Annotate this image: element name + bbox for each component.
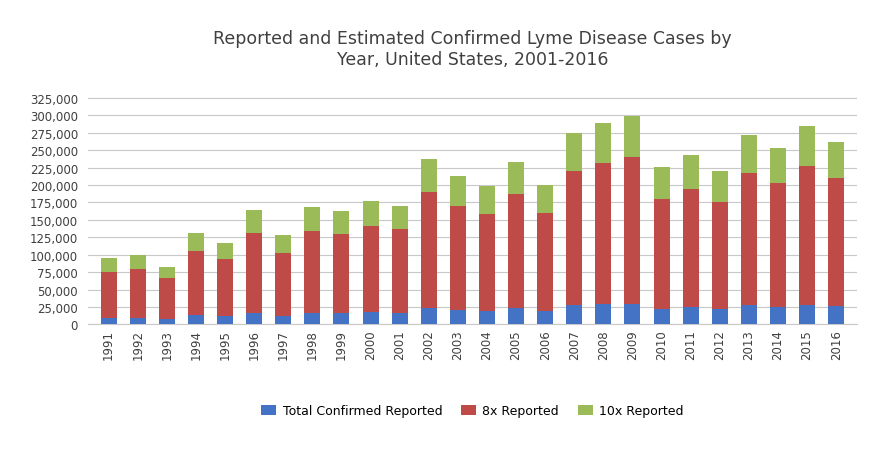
Bar	[188, 252, 204, 316]
Bar	[595, 164, 611, 304]
Bar	[508, 162, 524, 195]
Bar	[275, 316, 291, 325]
Bar	[712, 309, 728, 325]
Bar	[130, 318, 146, 325]
Bar	[537, 311, 553, 325]
Bar	[363, 226, 379, 313]
Bar	[159, 279, 175, 319]
Bar	[653, 168, 669, 199]
Bar	[246, 313, 262, 325]
Bar	[246, 233, 262, 313]
Bar	[712, 202, 728, 309]
Bar	[449, 310, 466, 325]
Bar	[799, 305, 815, 325]
Bar	[479, 215, 495, 311]
Bar	[305, 231, 321, 313]
Bar	[566, 306, 582, 325]
Bar	[130, 256, 146, 270]
Bar	[566, 172, 582, 306]
Bar	[159, 267, 175, 279]
Bar	[246, 210, 262, 233]
Bar	[421, 159, 437, 193]
Bar	[508, 308, 524, 325]
Bar	[101, 259, 117, 272]
Bar	[363, 201, 379, 226]
Bar	[683, 189, 698, 308]
Bar	[799, 166, 815, 305]
Bar	[275, 235, 291, 253]
Bar	[188, 234, 204, 252]
Bar	[741, 306, 757, 325]
Legend: Total Confirmed Reported, 8x Reported, 10x Reported: Total Confirmed Reported, 8x Reported, 1…	[256, 399, 689, 422]
Bar	[449, 206, 466, 310]
Bar	[624, 116, 640, 158]
Bar	[595, 304, 611, 325]
Bar	[421, 193, 437, 308]
Bar	[828, 307, 844, 325]
Bar	[828, 179, 844, 307]
Bar	[392, 230, 408, 313]
Bar	[363, 313, 379, 325]
Bar	[653, 199, 669, 309]
Bar	[683, 155, 698, 189]
Bar	[624, 304, 640, 325]
Bar	[770, 148, 786, 184]
Bar	[217, 260, 233, 317]
Bar	[537, 186, 553, 214]
Bar	[101, 272, 117, 318]
Bar	[508, 195, 524, 308]
Bar	[334, 234, 350, 313]
Bar	[653, 309, 669, 325]
Bar	[624, 158, 640, 304]
Bar	[392, 206, 408, 230]
Bar	[712, 171, 728, 202]
Bar	[421, 308, 437, 325]
Title: Reported and Estimated Confirmed Lyme Disease Cases by
Year, United States, 2001: Reported and Estimated Confirmed Lyme Di…	[213, 30, 732, 69]
Bar	[305, 313, 321, 325]
Bar	[305, 208, 321, 231]
Bar	[683, 308, 698, 325]
Bar	[449, 177, 466, 206]
Bar	[217, 317, 233, 325]
Bar	[770, 307, 786, 325]
Bar	[130, 270, 146, 318]
Bar	[101, 318, 117, 325]
Bar	[159, 319, 175, 325]
Bar	[741, 135, 757, 173]
Bar	[392, 313, 408, 325]
Bar	[537, 214, 553, 311]
Bar	[799, 127, 815, 166]
Bar	[334, 313, 350, 325]
Bar	[217, 243, 233, 260]
Bar	[566, 134, 582, 172]
Bar	[741, 173, 757, 306]
Bar	[479, 311, 495, 325]
Bar	[275, 253, 291, 316]
Bar	[334, 212, 350, 234]
Bar	[479, 187, 495, 215]
Bar	[595, 124, 611, 164]
Bar	[828, 143, 844, 179]
Bar	[770, 184, 786, 307]
Bar	[188, 316, 204, 325]
